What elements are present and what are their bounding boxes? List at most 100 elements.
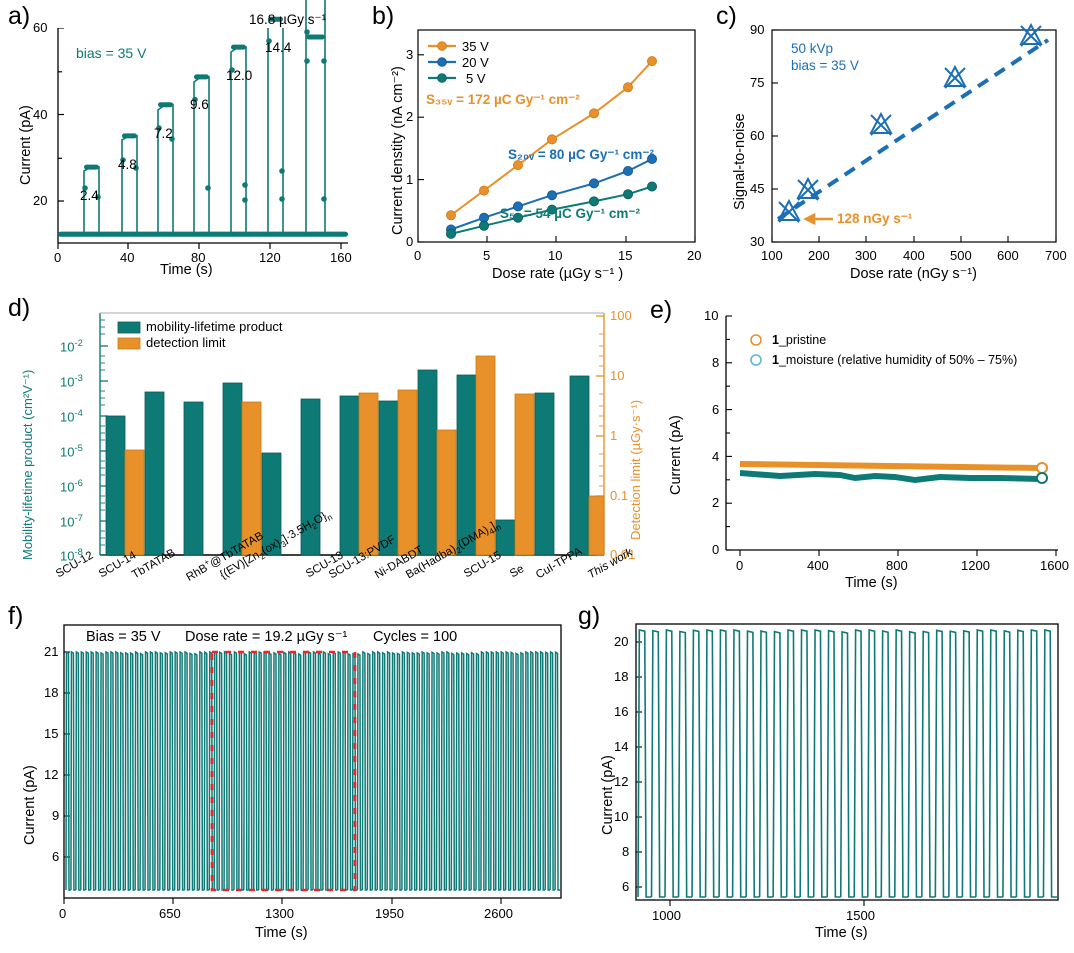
panel-g-ytick-8: 8: [622, 844, 630, 859]
panel-f-xtick-2600: 2600: [484, 906, 513, 921]
panel-g-xlabel: Time (s): [815, 925, 868, 941]
panel-b-ylabel: Current denstity (nA cm⁻²): [390, 66, 406, 235]
panel-a-pulse-label-2: 4.8: [118, 157, 137, 172]
panel-d-ytick-right-0: 100: [610, 308, 632, 323]
panel-b-label: b): [372, 2, 395, 30]
panel-b-legend-5v: 5 V: [466, 71, 486, 86]
panel-g-label: g): [578, 602, 601, 630]
panel-d-legend-mobility: mobility-lifetime product: [146, 319, 283, 334]
panel-e-ytick-8: 8: [712, 355, 720, 370]
panel-d-ytick-left-4: 10-6: [60, 478, 83, 495]
panel-a: a) Current (pA) Time (s): [0, 0, 370, 290]
panel-a-xtick-0: 0: [54, 250, 62, 265]
panel-f-ytick-15: 15: [44, 726, 59, 741]
panel-e-legend-moisture: 1_moisture (relative humidity of 50% – 7…: [772, 353, 1018, 367]
panel-d-plot: [99, 312, 605, 556]
panel-a-bias-annotation: bias = 35 V: [76, 45, 147, 61]
panel-a-pulse-label-4: 9.6: [190, 97, 209, 112]
panel-f-ytick-6: 6: [52, 849, 60, 864]
panel-c-xtick-400: 400: [903, 248, 925, 263]
panel-f-ytick-21: 21: [44, 644, 59, 659]
panel-a-pulse-label-3: 7.2: [154, 126, 173, 141]
panel-g: g) Current (pA) Time (s) 20 18 16 14 12 …: [570, 600, 1074, 953]
panel-c-annotation-kvp: 50 kVp: [791, 41, 834, 56]
panel-b-ytick-3: 3: [406, 47, 414, 62]
panel-b-sensitivity-5v: S₅ᵥ = 54 µC Gy⁻¹ cm⁻²: [500, 206, 641, 221]
panel-c-xtick-500: 500: [950, 248, 972, 263]
panel-c-xlabel: Dose rate (nGy s⁻¹): [850, 266, 977, 282]
panel-b-sensitivity-35v: S₃₅ᵥ = 172 µC Gy⁻¹ cm⁻²: [426, 92, 580, 107]
panel-e-xtick-0: 0: [736, 558, 744, 573]
panel-d-ytick-left-3: 10-5: [60, 443, 83, 460]
panel-g-xtick-1500: 1500: [846, 908, 875, 923]
panel-c-xtick-700: 700: [1045, 248, 1067, 263]
panel-a-ytick-60: 60: [33, 20, 48, 35]
panel-f-label: f): [8, 602, 24, 630]
panel-f-annotation-bias: Bias = 35 V: [86, 629, 161, 645]
panel-f-xtick-0: 0: [59, 906, 67, 921]
panel-a-xtick-160: 160: [330, 250, 352, 265]
panel-b-xtick-20: 20: [687, 248, 702, 263]
panel-a-ylabel: Current (pA): [18, 105, 34, 185]
panel-a-pulse-label-1: 2.4: [80, 188, 99, 203]
panel-f-annotation-cycles: Cycles = 100: [373, 629, 458, 645]
panel-c-ylabel: Signal-to-noise: [732, 113, 748, 210]
panel-e-ytick-10: 10: [704, 308, 719, 323]
panel-f-ytick-18: 18: [44, 685, 59, 700]
panel-d-ytick-left-5: 10-7: [60, 513, 83, 530]
panel-e-ytick-6: 6: [712, 402, 720, 417]
panel-c-ytick-90: 90: [750, 22, 765, 37]
panel-c-annotation-bias: bias = 35 V: [791, 58, 859, 73]
panel-a-ytick-40: 40: [33, 107, 48, 122]
panel-e-xtick-800: 800: [886, 558, 908, 573]
panel-f: f) Current (pA) Time (s) Bias = 35 V Dos…: [0, 600, 570, 953]
panel-c-xtick-600: 600: [997, 248, 1019, 263]
panel-f-xtick-1950: 1950: [375, 906, 404, 921]
panel-e-ytick-0: 0: [712, 542, 720, 557]
panel-f-plot: [63, 624, 562, 904]
panel-b-legend-20v: 20 V: [462, 55, 489, 70]
panel-e-ytick-2: 2: [712, 495, 720, 510]
panel-d-ylabel-left: Mobility-lifetime product (cm²V⁻¹): [20, 369, 35, 560]
panel-g-ytick-16: 16: [614, 704, 629, 719]
panel-b-ytick-2: 2: [406, 109, 414, 124]
panel-a-pulse-label-7: 16.8 µGy s⁻¹: [249, 12, 327, 27]
panel-e-xtick-1200: 1200: [961, 558, 990, 573]
panel-c-plot: [771, 22, 1057, 243]
panel-a-pulse-label-6: 14.4: [265, 40, 292, 55]
panel-a-xtick-40: 40: [120, 250, 135, 265]
panel-g-ytick-14: 14: [614, 739, 629, 754]
panel-e-ylabel: Current (pA): [668, 415, 684, 495]
panel-c-xtick-200: 200: [808, 248, 830, 263]
panel-g-ytick-6: 6: [622, 879, 630, 894]
panel-f-xtick-1300: 1300: [265, 906, 294, 921]
panel-b: b) Current denstity (nA cm⁻²) Dose rate …: [370, 0, 710, 290]
panel-f-ytick-9: 9: [52, 808, 60, 823]
panel-c-ytick-60: 60: [750, 128, 765, 143]
panel-a-xtick-120: 120: [259, 250, 281, 265]
panel-f-annotation-dose: Dose rate = 19.2 µGy s⁻¹: [185, 629, 348, 645]
panel-b-xtick-5: 5: [483, 248, 491, 263]
panel-e-xtick-1600: 1600: [1040, 558, 1069, 573]
panel-f-ytick-12: 12: [44, 767, 59, 782]
panel-d-ytick-left-6: 10-8: [60, 547, 83, 564]
panel-e: e) Current (pA) Time (s): [640, 290, 1074, 600]
panel-a-ytick-20: 20: [33, 193, 48, 208]
panel-c: c) Signal-to-noise Dose rate (nGy s⁻¹): [710, 0, 1074, 290]
panel-d-ytick-left-0: 10-2: [60, 338, 83, 355]
panel-e-xtick-400: 400: [807, 558, 829, 573]
panel-g-xtick-1000: 1000: [652, 908, 681, 923]
panel-g-plot: [635, 623, 1059, 906]
panel-d-ytick-left-1: 10-3: [60, 373, 83, 390]
panel-e-label: e): [650, 296, 673, 324]
panel-d-ytick-right-1: 10: [610, 368, 625, 383]
panel-b-ytick-1: 1: [406, 172, 414, 187]
panel-c-ytick-75: 75: [750, 75, 765, 90]
panel-e-plot: [725, 315, 1058, 556]
panel-f-ylabel: Current (pA): [22, 765, 38, 845]
panel-a-xlabel: Time (s): [160, 262, 213, 278]
panel-d-ytick-right-4: 0.01: [610, 547, 636, 562]
panel-g-ytick-20: 20: [614, 634, 629, 649]
panel-e-legend-pristine: 1_pristine: [772, 333, 827, 347]
